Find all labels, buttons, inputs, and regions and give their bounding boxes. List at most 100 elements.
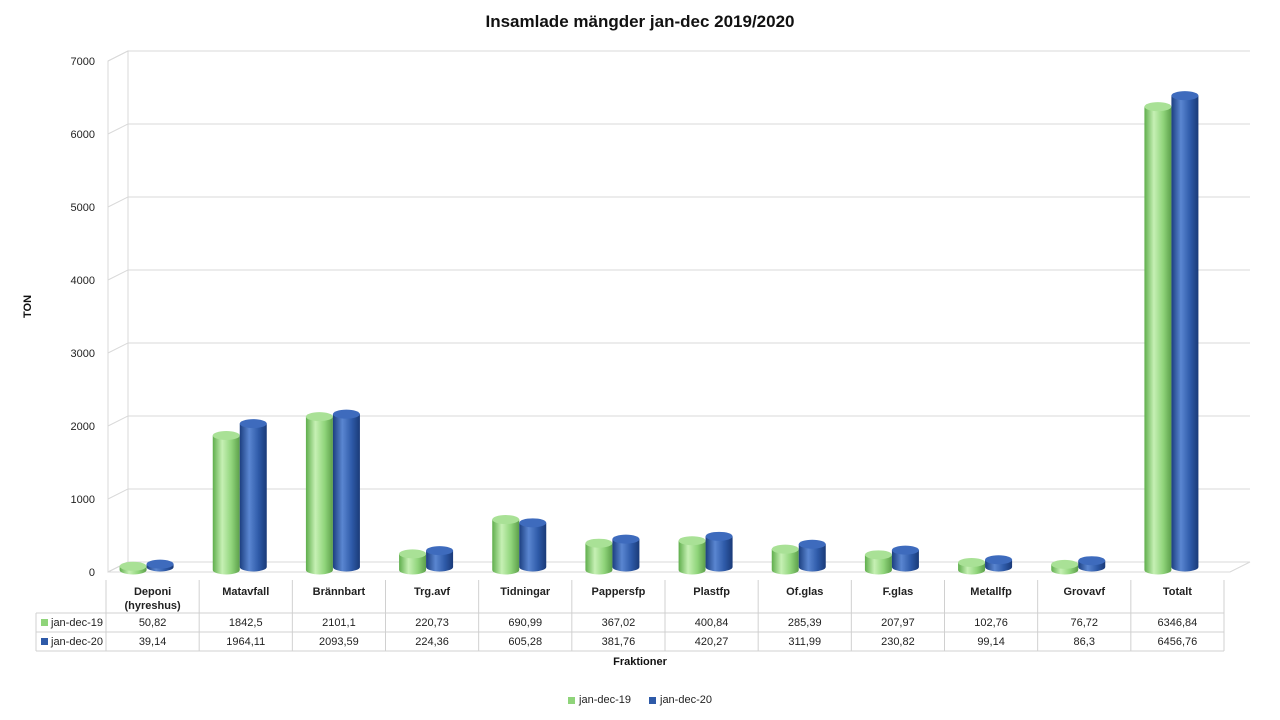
bar-jan-dec-20-2 bbox=[332, 414, 360, 572]
x-tick-label: Of.glas bbox=[786, 586, 823, 598]
chart-title: Insamlade mängder jan-dec 2019/2020 bbox=[485, 12, 795, 31]
x-tick-label: F.glas bbox=[883, 586, 914, 598]
data-label: 6456,76 bbox=[1158, 636, 1198, 648]
gridline-side bbox=[107, 415, 129, 427]
bar-jan-dec-19-6 bbox=[678, 540, 706, 575]
gridline-side bbox=[107, 342, 129, 354]
data-label: 102,76 bbox=[974, 617, 1008, 629]
gridline-side bbox=[107, 488, 129, 500]
bar-top-jan-dec-19-10 bbox=[1051, 559, 1079, 569]
x-tick-label: Trg.avf bbox=[414, 586, 450, 598]
bar-jan-dec-20-11 bbox=[1171, 95, 1199, 572]
data-label: 230,82 bbox=[881, 636, 915, 648]
data-label: 367,02 bbox=[602, 617, 636, 629]
y-tick-label: 4000 bbox=[71, 275, 95, 287]
data-label: 99,14 bbox=[977, 636, 1005, 648]
table-legend-swatch bbox=[41, 638, 48, 645]
table-series-label: jan-dec-20 bbox=[50, 636, 103, 648]
bar-jan-dec-20-7 bbox=[798, 544, 826, 572]
data-label: 420,27 bbox=[695, 636, 729, 648]
x-tick-label: Brännbart bbox=[313, 586, 366, 598]
x-tick-label: Metallfp bbox=[970, 586, 1012, 598]
bar-top-jan-dec-19-3 bbox=[399, 549, 427, 559]
legend-item-series-1: jan-dec-19 bbox=[568, 694, 631, 706]
y-tick-label: 3000 bbox=[71, 348, 95, 360]
bar-top-jan-dec-20-6 bbox=[705, 531, 733, 541]
bar-top-jan-dec-20-9 bbox=[985, 555, 1013, 565]
bar-jan-dec-19-7 bbox=[771, 549, 799, 575]
bar-top-jan-dec-20-5 bbox=[612, 534, 640, 544]
bar-top-jan-dec-19-6 bbox=[678, 536, 706, 546]
gridline-side bbox=[107, 50, 129, 62]
x-tick-label: (hyreshus) bbox=[124, 600, 181, 612]
bar-jan-dec-19-2 bbox=[305, 416, 333, 575]
x-tick-label: Deponi bbox=[134, 586, 171, 598]
y-tick-label: 6000 bbox=[71, 129, 95, 141]
bar-jan-dec-19-3 bbox=[399, 553, 427, 575]
bar-jan-dec-19-11 bbox=[1144, 106, 1172, 575]
x-tick-label: Matavfall bbox=[222, 586, 269, 598]
data-label: 381,76 bbox=[602, 636, 636, 648]
bar-jan-dec-20-6 bbox=[705, 536, 733, 572]
data-label: 50,82 bbox=[139, 617, 167, 629]
data-label: 39,14 bbox=[139, 636, 167, 648]
data-label: 224,36 bbox=[415, 636, 449, 648]
bar-top-jan-dec-20-1 bbox=[239, 419, 267, 429]
x-tick-label: Tidningar bbox=[500, 586, 551, 598]
bar-top-jan-dec-19-9 bbox=[958, 557, 986, 567]
y-tick-label: 0 bbox=[89, 567, 95, 579]
y-tick-label: 5000 bbox=[71, 202, 95, 214]
gridline-side bbox=[107, 123, 129, 135]
x-axis-label: Fraktioner bbox=[613, 656, 667, 668]
bar-top-jan-dec-19-5 bbox=[585, 538, 613, 548]
legend-swatch-series-2 bbox=[649, 696, 656, 704]
legend-swatch-series-1 bbox=[568, 696, 576, 704]
gridline-side bbox=[107, 196, 129, 208]
y-tick-label: 2000 bbox=[71, 421, 95, 433]
y-tick-label: 1000 bbox=[71, 494, 95, 506]
bar-top-jan-dec-20-3 bbox=[426, 546, 454, 556]
bar-jan-dec-20-4 bbox=[519, 522, 547, 572]
data-label: 1964,11 bbox=[226, 636, 265, 648]
bar-top-jan-dec-20-8 bbox=[891, 545, 919, 555]
gridline-side bbox=[107, 269, 129, 281]
data-label: 220,73 bbox=[415, 617, 449, 629]
legend-label-series-1: jan-dec-19 bbox=[579, 694, 631, 706]
data-label: 2093,59 bbox=[319, 636, 359, 648]
bar-jan-dec-20-5 bbox=[612, 539, 640, 572]
x-tick-label: Pappersfp bbox=[592, 586, 646, 598]
bar-top-jan-dec-20-11 bbox=[1171, 91, 1199, 101]
bar-jan-dec-20-3 bbox=[426, 550, 454, 572]
data-label: 311,99 bbox=[788, 636, 821, 648]
legend-item-series-2: jan-dec-20 bbox=[649, 694, 712, 706]
legend-label-series-2: jan-dec-20 bbox=[660, 694, 712, 706]
bar-jan-dec-19-4 bbox=[492, 519, 520, 575]
table-series-label: jan-dec-19 bbox=[50, 617, 103, 629]
data-label: 207,97 bbox=[881, 617, 915, 629]
bar-top-jan-dec-20-10 bbox=[1078, 556, 1106, 566]
bar-jan-dec-20-1 bbox=[239, 423, 267, 572]
bar-top-jan-dec-19-4 bbox=[492, 515, 520, 525]
bar-top-jan-dec-20-7 bbox=[798, 539, 826, 549]
table-legend-swatch bbox=[41, 619, 48, 626]
x-tick-label: Grovavf bbox=[1063, 586, 1105, 598]
bar-top-jan-dec-19-11 bbox=[1144, 102, 1172, 112]
data-label: 400,84 bbox=[695, 617, 729, 629]
data-label: 285,39 bbox=[788, 617, 822, 629]
data-label: 2101,1 bbox=[322, 617, 356, 629]
bar-top-jan-dec-20-0 bbox=[146, 559, 174, 569]
x-tick-label: Totalt bbox=[1163, 586, 1192, 598]
data-label: 76,72 bbox=[1070, 617, 1098, 629]
bar-jan-dec-20-8 bbox=[891, 550, 919, 572]
bar-top-jan-dec-20-4 bbox=[519, 518, 547, 528]
bar-top-jan-dec-19-7 bbox=[771, 544, 799, 554]
y-tick-label: 7000 bbox=[71, 56, 95, 68]
data-label: 1842,5 bbox=[229, 617, 263, 629]
bar-jan-dec-19-1 bbox=[212, 435, 240, 575]
bar-jan-dec-19-5 bbox=[585, 543, 613, 575]
data-label: 690,99 bbox=[508, 617, 542, 629]
legend: jan-dec-19 jan-dec-20 bbox=[0, 694, 1280, 706]
bar-top-jan-dec-19-0 bbox=[119, 561, 147, 571]
